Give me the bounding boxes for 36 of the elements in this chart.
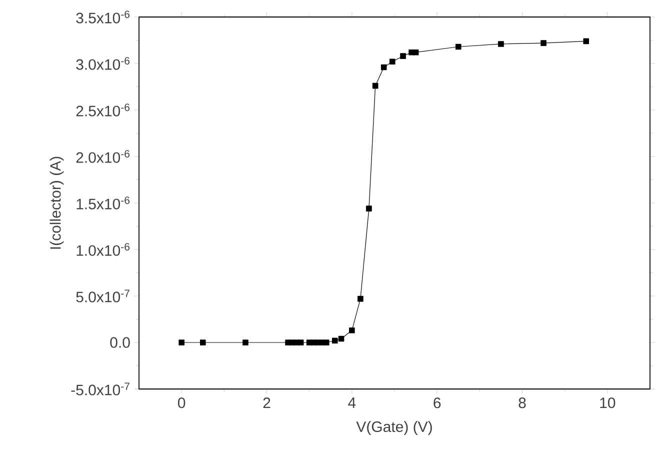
point [498,41,504,47]
y-tick-label: 1.0x10$^{-6}$ [76,243,130,256]
y-axis-title: I(collector) (A) [50,156,64,249]
y-tick-label: 0.0 [110,337,130,348]
point [400,53,406,59]
point [455,44,462,50]
point [200,340,206,346]
y-tick-label: 5.0x10$^{-7}$ [76,290,130,302]
x-tick-label: 6 [434,398,441,408]
point [332,338,338,344]
point [389,58,396,65]
point [366,206,372,212]
point [178,340,184,346]
x-tick-label: 4 [348,398,356,408]
x-tick-label: 2 [263,398,270,408]
point [358,296,364,302]
point [298,340,304,346]
x-tick-label: 10 [600,398,616,408]
point [412,49,419,56]
point [372,82,378,89]
y-tick-label: 1.5x10$^{-6}$ [76,196,130,210]
point [349,328,355,334]
y-tick-label: 3.5x10$^{-6}$ [76,10,130,24]
x-axis-title: V(Gate) (V) [356,421,432,435]
y-tick-label: 2.5x10$^{-6}$ [76,104,130,116]
y-tick-label: 2.0x10$^{-6}$ [76,150,130,163]
point [380,64,387,70]
y-tick-label: -5.0x10$^{-7}$ [71,382,130,396]
point [323,340,330,346]
x-tick-label: 8 [518,398,526,408]
point [583,38,590,44]
point [242,340,248,346]
point [540,40,546,46]
y-tick-label: 3.0x10$^{-6}$ [76,57,130,70]
point [338,336,344,342]
x-tick-label: 0 [178,398,186,408]
